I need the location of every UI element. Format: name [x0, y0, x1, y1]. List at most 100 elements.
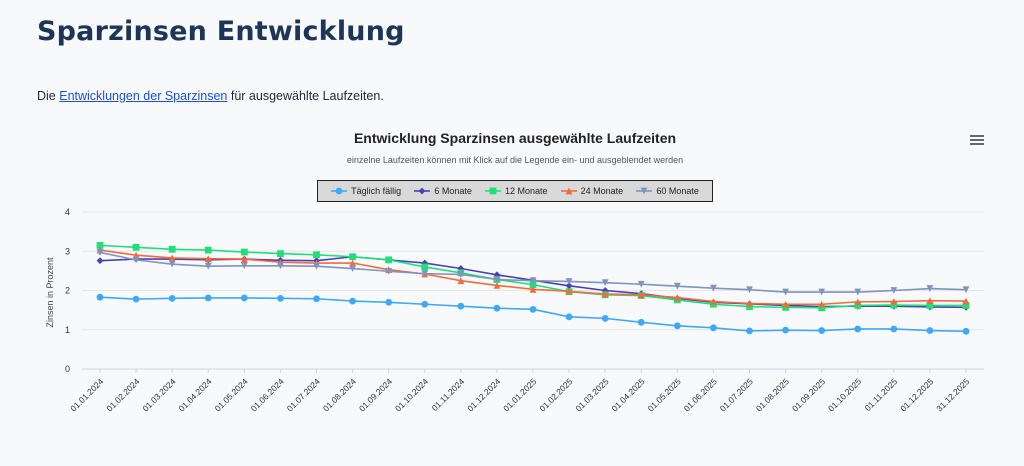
sparzinsen-link[interactable]: Entwicklungen der Sparzinsen [59, 89, 228, 103]
data-point [637, 291, 645, 299]
legend-item[interactable]: 6 Monate [414, 186, 472, 196]
data-point [168, 294, 176, 302]
legend-symbol-icon [414, 187, 431, 195]
data-point [890, 301, 898, 309]
data-point [204, 255, 212, 263]
data-point [962, 297, 970, 305]
data-point [277, 262, 284, 270]
data-point [96, 293, 104, 301]
data-point [457, 271, 465, 278]
data-point [349, 253, 356, 261]
x-tick-label: 01.04.2025 [610, 376, 647, 413]
legend-label: 6 Monate [434, 186, 472, 196]
data-point [854, 325, 862, 333]
data-point [349, 265, 356, 272]
x-tick-label: 01.10.2025 [826, 376, 863, 413]
data-point [673, 282, 681, 290]
data-point [168, 260, 176, 268]
legend-item[interactable]: 60 Monate [636, 186, 699, 196]
data-point [277, 294, 284, 302]
data-point [313, 262, 320, 270]
series-t-glich-f-llig [96, 293, 970, 335]
series-12-monate [96, 241, 970, 312]
data-point [710, 284, 717, 292]
data-point [457, 302, 465, 310]
data-point [962, 302, 970, 309]
data-point [96, 241, 104, 249]
x-tick-label: 01.04.2024 [177, 376, 214, 413]
data-point [746, 300, 753, 307]
chart-legend: Täglich fällig 6 Monate 12 Monate 24 Monate… [317, 180, 713, 202]
x-tick-label: 01.05.2025 [646, 376, 683, 413]
data-point [204, 262, 212, 270]
data-point [132, 256, 140, 264]
x-tick-label: 01.02.2024 [104, 376, 141, 413]
legend-item[interactable]: 24 Monate [560, 186, 624, 196]
data-point [240, 255, 248, 263]
data-point [421, 270, 429, 278]
data-point [565, 282, 573, 290]
data-point [782, 300, 789, 308]
legend-symbol-icon [636, 187, 653, 195]
data-point [854, 302, 862, 309]
intro-prefix: Die [37, 89, 60, 103]
legend-label: 24 Monate [580, 186, 624, 196]
data-point [890, 325, 898, 333]
data-point [204, 246, 212, 254]
data-point [890, 298, 898, 305]
legend-item[interactable]: Täglich fällig [331, 186, 401, 196]
data-point [926, 327, 934, 334]
data-point [96, 249, 104, 256]
x-tick-label: 01.05.2024 [213, 376, 250, 413]
y-tick-label: 0 [65, 364, 70, 374]
data-point [565, 278, 573, 285]
data-point [601, 279, 609, 287]
data-point [962, 286, 970, 294]
legend-label: 60 Monate [656, 186, 699, 196]
data-point [818, 300, 826, 308]
data-point [313, 295, 320, 303]
x-tick-label: 01.07.2024 [285, 376, 322, 413]
data-point [96, 257, 104, 265]
data-point [204, 294, 212, 302]
x-tick-label: 01.06.2024 [249, 376, 286, 413]
data-point [493, 281, 501, 289]
x-tick-label: 01.12.2025 [898, 376, 935, 413]
data-point [673, 294, 681, 301]
x-tick-label: 01.11.2025 [863, 376, 900, 413]
data-point [240, 262, 248, 270]
data-point [926, 285, 934, 292]
data-point [926, 302, 934, 309]
chart-subtitle: einzelne Laufzeiten können mit Klick auf… [346, 155, 684, 165]
data-point [529, 305, 537, 313]
data-point [673, 322, 681, 330]
data-point [637, 280, 645, 288]
x-tick-label: 01.08.2024 [321, 376, 358, 413]
legend-item[interactable]: 12 Monate [484, 186, 548, 196]
y-tick-label: 4 [65, 207, 70, 217]
legend-marker [335, 187, 343, 195]
intro-suffix: für ausgewählte Laufzeiten. [227, 89, 384, 103]
data-point [457, 277, 465, 285]
x-tick-label: 01.11.2024 [430, 376, 467, 413]
data-point [168, 245, 176, 253]
data-point [240, 294, 248, 302]
intro-text: Die Entwicklungen der Sparzinsen für aus… [37, 89, 384, 103]
data-point [385, 256, 393, 264]
data-point [565, 313, 573, 321]
hamburger-menu-icon[interactable] [970, 133, 984, 147]
legend-symbol-icon [484, 187, 501, 195]
data-point [240, 248, 248, 256]
x-tick-label: 01.08.2025 [754, 376, 791, 413]
data-point [782, 326, 789, 334]
legend-marker [565, 187, 573, 195]
data-point [818, 304, 826, 312]
data-point [926, 297, 934, 305]
legend-symbol-icon [331, 187, 348, 195]
y-tick-label: 1 [65, 325, 70, 335]
data-point [385, 267, 393, 275]
x-tick-label: 01.01.2025 [501, 376, 538, 413]
data-point [746, 327, 753, 335]
x-tick-label: 01.02.2025 [537, 376, 574, 413]
x-tick-label: 01.12.2024 [465, 376, 502, 413]
